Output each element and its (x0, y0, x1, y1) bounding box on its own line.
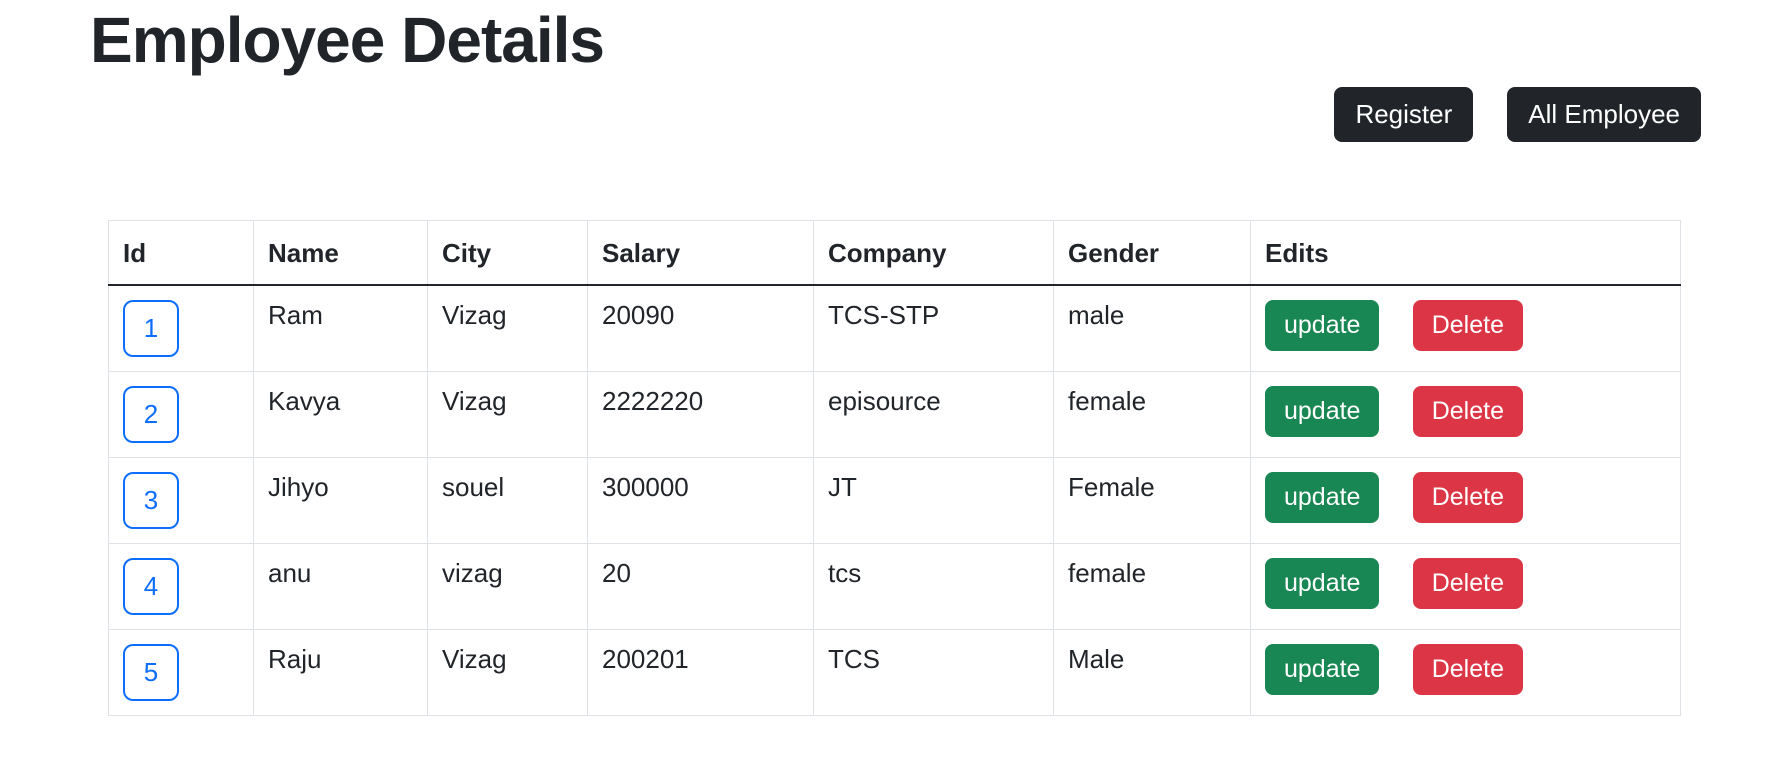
cell-salary: 2222220 (587, 370, 814, 458)
all-employee-button[interactable]: All Employee (1507, 86, 1701, 142)
table-row: 5 Raju Vizag 200201 TCS Male update Dele… (108, 628, 1681, 716)
cell-id: 1 (108, 284, 254, 372)
row-id-button[interactable]: 2 (123, 385, 179, 443)
cell-salary: 300000 (587, 456, 814, 544)
cell-company: TCS-STP (813, 284, 1054, 372)
delete-button[interactable]: Delete (1412, 299, 1523, 351)
cell-gender: female (1053, 542, 1251, 630)
register-button[interactable]: Register (1334, 86, 1474, 142)
cell-city: vizag (427, 542, 588, 630)
header-gender: Gender (1053, 219, 1251, 286)
cell-name: Jihyo (253, 456, 428, 544)
cell-salary: 20090 (587, 284, 814, 372)
cell-name: Ram (253, 284, 428, 372)
table-row: 2 Kavya Vizag 2222220 episource female u… (108, 370, 1681, 458)
cell-gender: Female (1053, 456, 1251, 544)
header-id: Id (108, 219, 254, 286)
header-company: Company (813, 219, 1054, 286)
header-city: City (427, 219, 588, 286)
cell-gender: Male (1053, 628, 1251, 716)
table-body: 1 Ram Vizag 20090 TCS-STP male update De… (108, 284, 1681, 716)
row-id-button[interactable]: 5 (123, 643, 179, 701)
cell-salary: 20 (587, 542, 814, 630)
cell-gender: male (1053, 284, 1251, 372)
employee-table: Id Name City Salary Company Gender Edits… (108, 219, 1681, 716)
cell-edits: update Delete (1250, 542, 1681, 630)
employee-table-container: Id Name City Salary Company Gender Edits… (108, 219, 1681, 716)
cell-city: souel (427, 456, 588, 544)
cell-company: tcs (813, 542, 1054, 630)
row-id-button[interactable]: 1 (123, 299, 179, 357)
cell-edits: update Delete (1250, 628, 1681, 716)
cell-company: episource (813, 370, 1054, 458)
update-button[interactable]: update (1265, 385, 1380, 437)
update-button[interactable]: update (1265, 557, 1380, 609)
cell-id: 4 (108, 542, 254, 630)
cell-name: Raju (253, 628, 428, 716)
row-id-button[interactable]: 3 (123, 471, 179, 529)
cell-id: 3 (108, 456, 254, 544)
update-button[interactable]: update (1265, 471, 1380, 523)
header-salary: Salary (587, 219, 814, 286)
update-button[interactable]: update (1265, 299, 1380, 351)
table-row: 3 Jihyo souel 300000 JT Female update De… (108, 456, 1681, 544)
table-header-row: Id Name City Salary Company Gender Edits (108, 219, 1681, 286)
delete-button[interactable]: Delete (1412, 643, 1523, 695)
cell-edits: update Delete (1250, 284, 1681, 372)
cell-name: anu (253, 542, 428, 630)
cell-name: Kavya (253, 370, 428, 458)
cell-gender: female (1053, 370, 1251, 458)
toolbar: Register All Employee (0, 86, 1701, 142)
cell-city: Vizag (427, 370, 588, 458)
delete-button[interactable]: Delete (1412, 385, 1523, 437)
table-row: 1 Ram Vizag 20090 TCS-STP male update De… (108, 284, 1681, 372)
delete-button[interactable]: Delete (1412, 557, 1523, 609)
cell-city: Vizag (427, 284, 588, 372)
row-id-button[interactable]: 4 (123, 557, 179, 615)
cell-city: Vizag (427, 628, 588, 716)
header-edits: Edits (1250, 219, 1681, 286)
cell-edits: update Delete (1250, 456, 1681, 544)
cell-company: JT (813, 456, 1054, 544)
table-header: Id Name City Salary Company Gender Edits (108, 219, 1681, 286)
update-button[interactable]: update (1265, 643, 1380, 695)
header-name: Name (253, 219, 428, 286)
cell-id: 2 (108, 370, 254, 458)
cell-salary: 200201 (587, 628, 814, 716)
cell-company: TCS (813, 628, 1054, 716)
delete-button[interactable]: Delete (1412, 471, 1523, 523)
cell-id: 5 (108, 628, 254, 716)
page-title: Employee Details (90, 4, 605, 76)
table-row: 4 anu vizag 20 tcs female update Delete (108, 542, 1681, 630)
cell-edits: update Delete (1250, 370, 1681, 458)
